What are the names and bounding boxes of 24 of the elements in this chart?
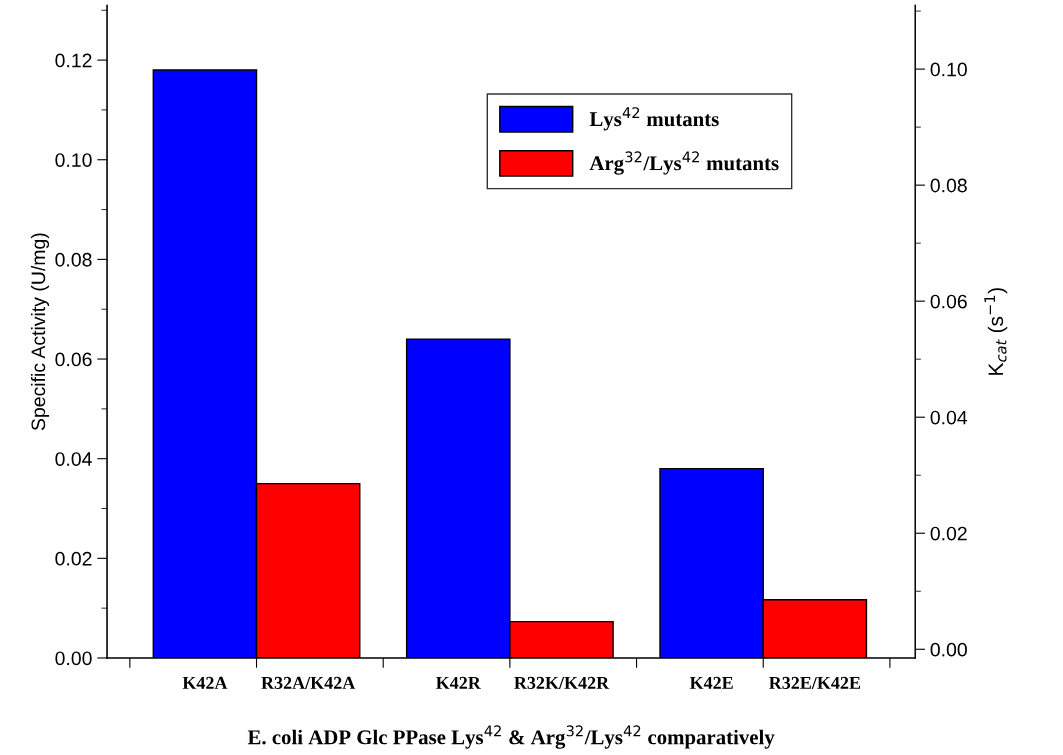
y-tick-label: 0.10 xyxy=(55,153,92,167)
y-tick-label: 0.12 xyxy=(55,53,92,68)
x-axis-title: E. coli ADP Glc PPase Lys$^{42}$ & Arg$^{32}$/Lys$^{42}$ comparatively xyxy=(247,725,775,749)
x-tick-label: K42R xyxy=(435,676,481,689)
y-tick-label: 0.06 xyxy=(55,352,92,367)
y2-tick-label: 0.08 xyxy=(930,178,967,193)
x-tick-label: R32K/K42R xyxy=(514,676,610,689)
y2-axis-title: K$_{cat}$ (s$^{−1}$) xyxy=(984,288,1008,375)
y2-tick-label: 0.04 xyxy=(930,410,968,425)
y2-tick-label: 0.02 xyxy=(930,526,967,541)
y-tick-label: 0.04 xyxy=(55,452,92,466)
y-tick-label: 0.02 xyxy=(55,551,92,566)
y2-tick-label: 0.00 xyxy=(930,642,967,657)
legend-label: Arg$^{32}$/Lys$^{42}$ mutants xyxy=(589,151,779,175)
y-tick-label: 0.00 xyxy=(55,651,92,666)
x-tick-label: R32E/K42E xyxy=(769,676,861,689)
legend-label: Lys$^{42}$ mutants xyxy=(589,107,719,131)
y2-tick-label: 0.10 xyxy=(930,62,967,77)
y2-tick-label: 0.06 xyxy=(930,294,967,309)
x-tick-label: R32A/K42A xyxy=(261,676,356,689)
y-tick-label: 0.08 xyxy=(55,252,92,267)
y-axis-title: Specific Activity (U/mg) xyxy=(30,233,50,431)
x-tick-label: K42E xyxy=(689,676,733,689)
x-tick-label: K42A xyxy=(182,676,228,689)
